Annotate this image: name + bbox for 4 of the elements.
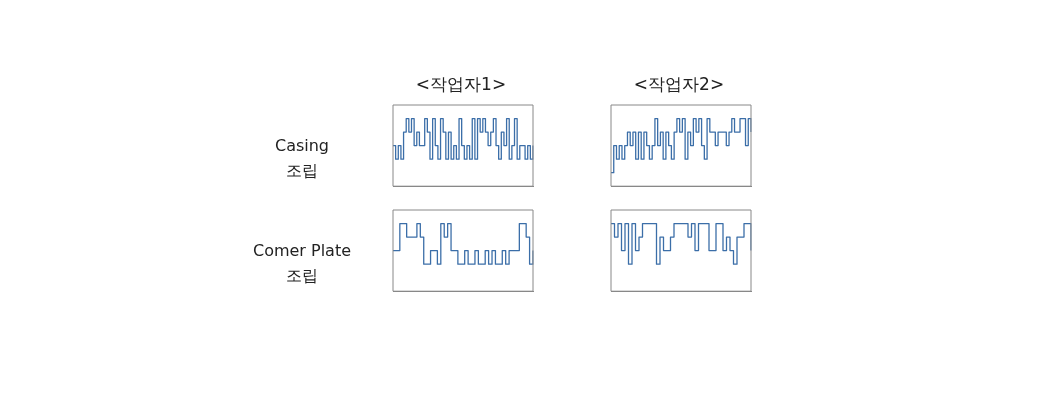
chart-title: <작업자1> <box>414 73 508 96</box>
y-axis-title: Comer Plate 조립 <box>251 240 353 287</box>
chart-title: <작업자2> <box>632 73 726 96</box>
y-axis-title: Casing 조립 <box>273 135 331 182</box>
